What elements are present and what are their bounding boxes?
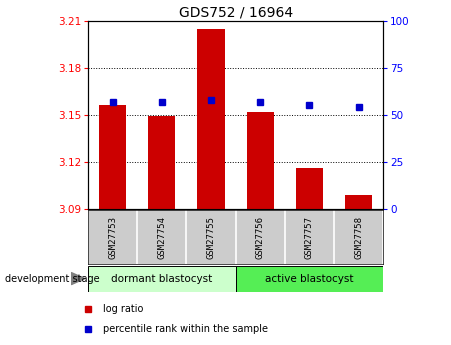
- Bar: [198, 29, 225, 209]
- Bar: [345, 195, 372, 209]
- Text: percentile rank within the sample: percentile rank within the sample: [102, 324, 267, 334]
- Bar: [296, 168, 323, 209]
- Bar: [247, 111, 274, 209]
- Polygon shape: [71, 273, 85, 285]
- Text: log ratio: log ratio: [102, 304, 143, 314]
- Text: GSM27753: GSM27753: [108, 216, 117, 259]
- Text: GSM27758: GSM27758: [354, 216, 363, 259]
- Text: GSM27756: GSM27756: [256, 216, 265, 259]
- Text: GSM27755: GSM27755: [207, 216, 216, 259]
- Bar: [148, 116, 175, 209]
- Bar: [99, 105, 126, 209]
- Text: development stage: development stage: [5, 274, 99, 284]
- Text: dormant blastocyst: dormant blastocyst: [111, 274, 212, 284]
- Text: GSM27757: GSM27757: [305, 216, 314, 259]
- Bar: [88, 266, 235, 292]
- Bar: [235, 266, 383, 292]
- Text: active blastocyst: active blastocyst: [265, 274, 354, 284]
- Text: GSM27754: GSM27754: [157, 216, 166, 259]
- Title: GDS752 / 16964: GDS752 / 16964: [179, 6, 293, 20]
